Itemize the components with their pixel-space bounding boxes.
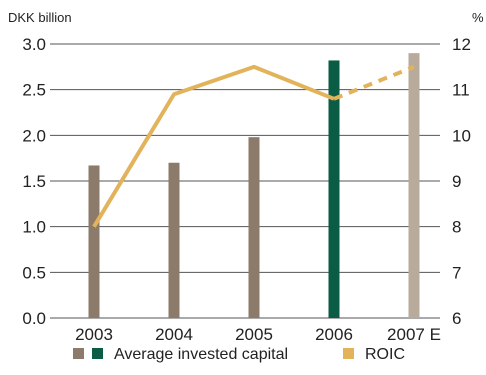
left-tick-label: 1.5 bbox=[22, 172, 46, 191]
right-tick-label: 8 bbox=[452, 218, 461, 237]
bar-2007-e bbox=[408, 53, 420, 319]
bar-2004 bbox=[168, 162, 180, 318]
legend-swatch bbox=[343, 348, 354, 359]
right-tick-label: 10 bbox=[452, 126, 471, 145]
left-tick-label: 0.0 bbox=[22, 309, 46, 328]
left-tick-label: 2.5 bbox=[22, 81, 46, 100]
right-tick-label: 6 bbox=[452, 309, 461, 328]
left-axis-unit-label: DKK billion bbox=[8, 10, 72, 25]
x-tick-label: 2006 bbox=[315, 325, 353, 344]
x-tick-label: 2003 bbox=[75, 325, 113, 344]
left-tick-label: 1.0 bbox=[22, 218, 46, 237]
gridlines bbox=[50, 43, 440, 319]
x-tick-label: 2004 bbox=[155, 325, 193, 344]
left-tick-label: 0.5 bbox=[22, 263, 46, 282]
right-tick-label: 9 bbox=[452, 172, 461, 191]
right-tick-label: 7 bbox=[452, 263, 461, 282]
right-axis-ticks: 6 7 8 9 10 11 12 bbox=[452, 35, 471, 328]
right-tick-label: 12 bbox=[452, 35, 471, 54]
right-tick-label: 11 bbox=[452, 81, 470, 100]
left-tick-label: 2.0 bbox=[22, 126, 46, 145]
legend-swatch bbox=[73, 348, 84, 359]
roic-line-estimate bbox=[333, 64, 415, 101]
right-axis-unit-label: % bbox=[472, 10, 484, 25]
legend-label: Average invested capital bbox=[114, 346, 288, 363]
left-axis-ticks: 0.0 0.5 1.0 1.5 2.0 2.5 3.0 bbox=[22, 35, 46, 328]
x-tick-label: 2005 bbox=[235, 325, 273, 344]
roic-line bbox=[92, 64, 335, 228]
x-tick-label: 2007 E bbox=[387, 325, 441, 344]
line-series bbox=[92, 64, 415, 228]
legend: Average invested capital ROIC bbox=[73, 346, 405, 363]
bar-2005 bbox=[248, 137, 260, 318]
bar-2003 bbox=[88, 165, 100, 318]
x-axis-ticks: 2003 2004 2005 2006 2007 E bbox=[75, 325, 441, 344]
bar-series bbox=[88, 53, 420, 319]
legend-swatch bbox=[92, 348, 103, 359]
left-tick-label: 3.0 bbox=[22, 35, 46, 54]
bar-2006 bbox=[328, 60, 340, 318]
legend-label: ROIC bbox=[365, 346, 405, 363]
